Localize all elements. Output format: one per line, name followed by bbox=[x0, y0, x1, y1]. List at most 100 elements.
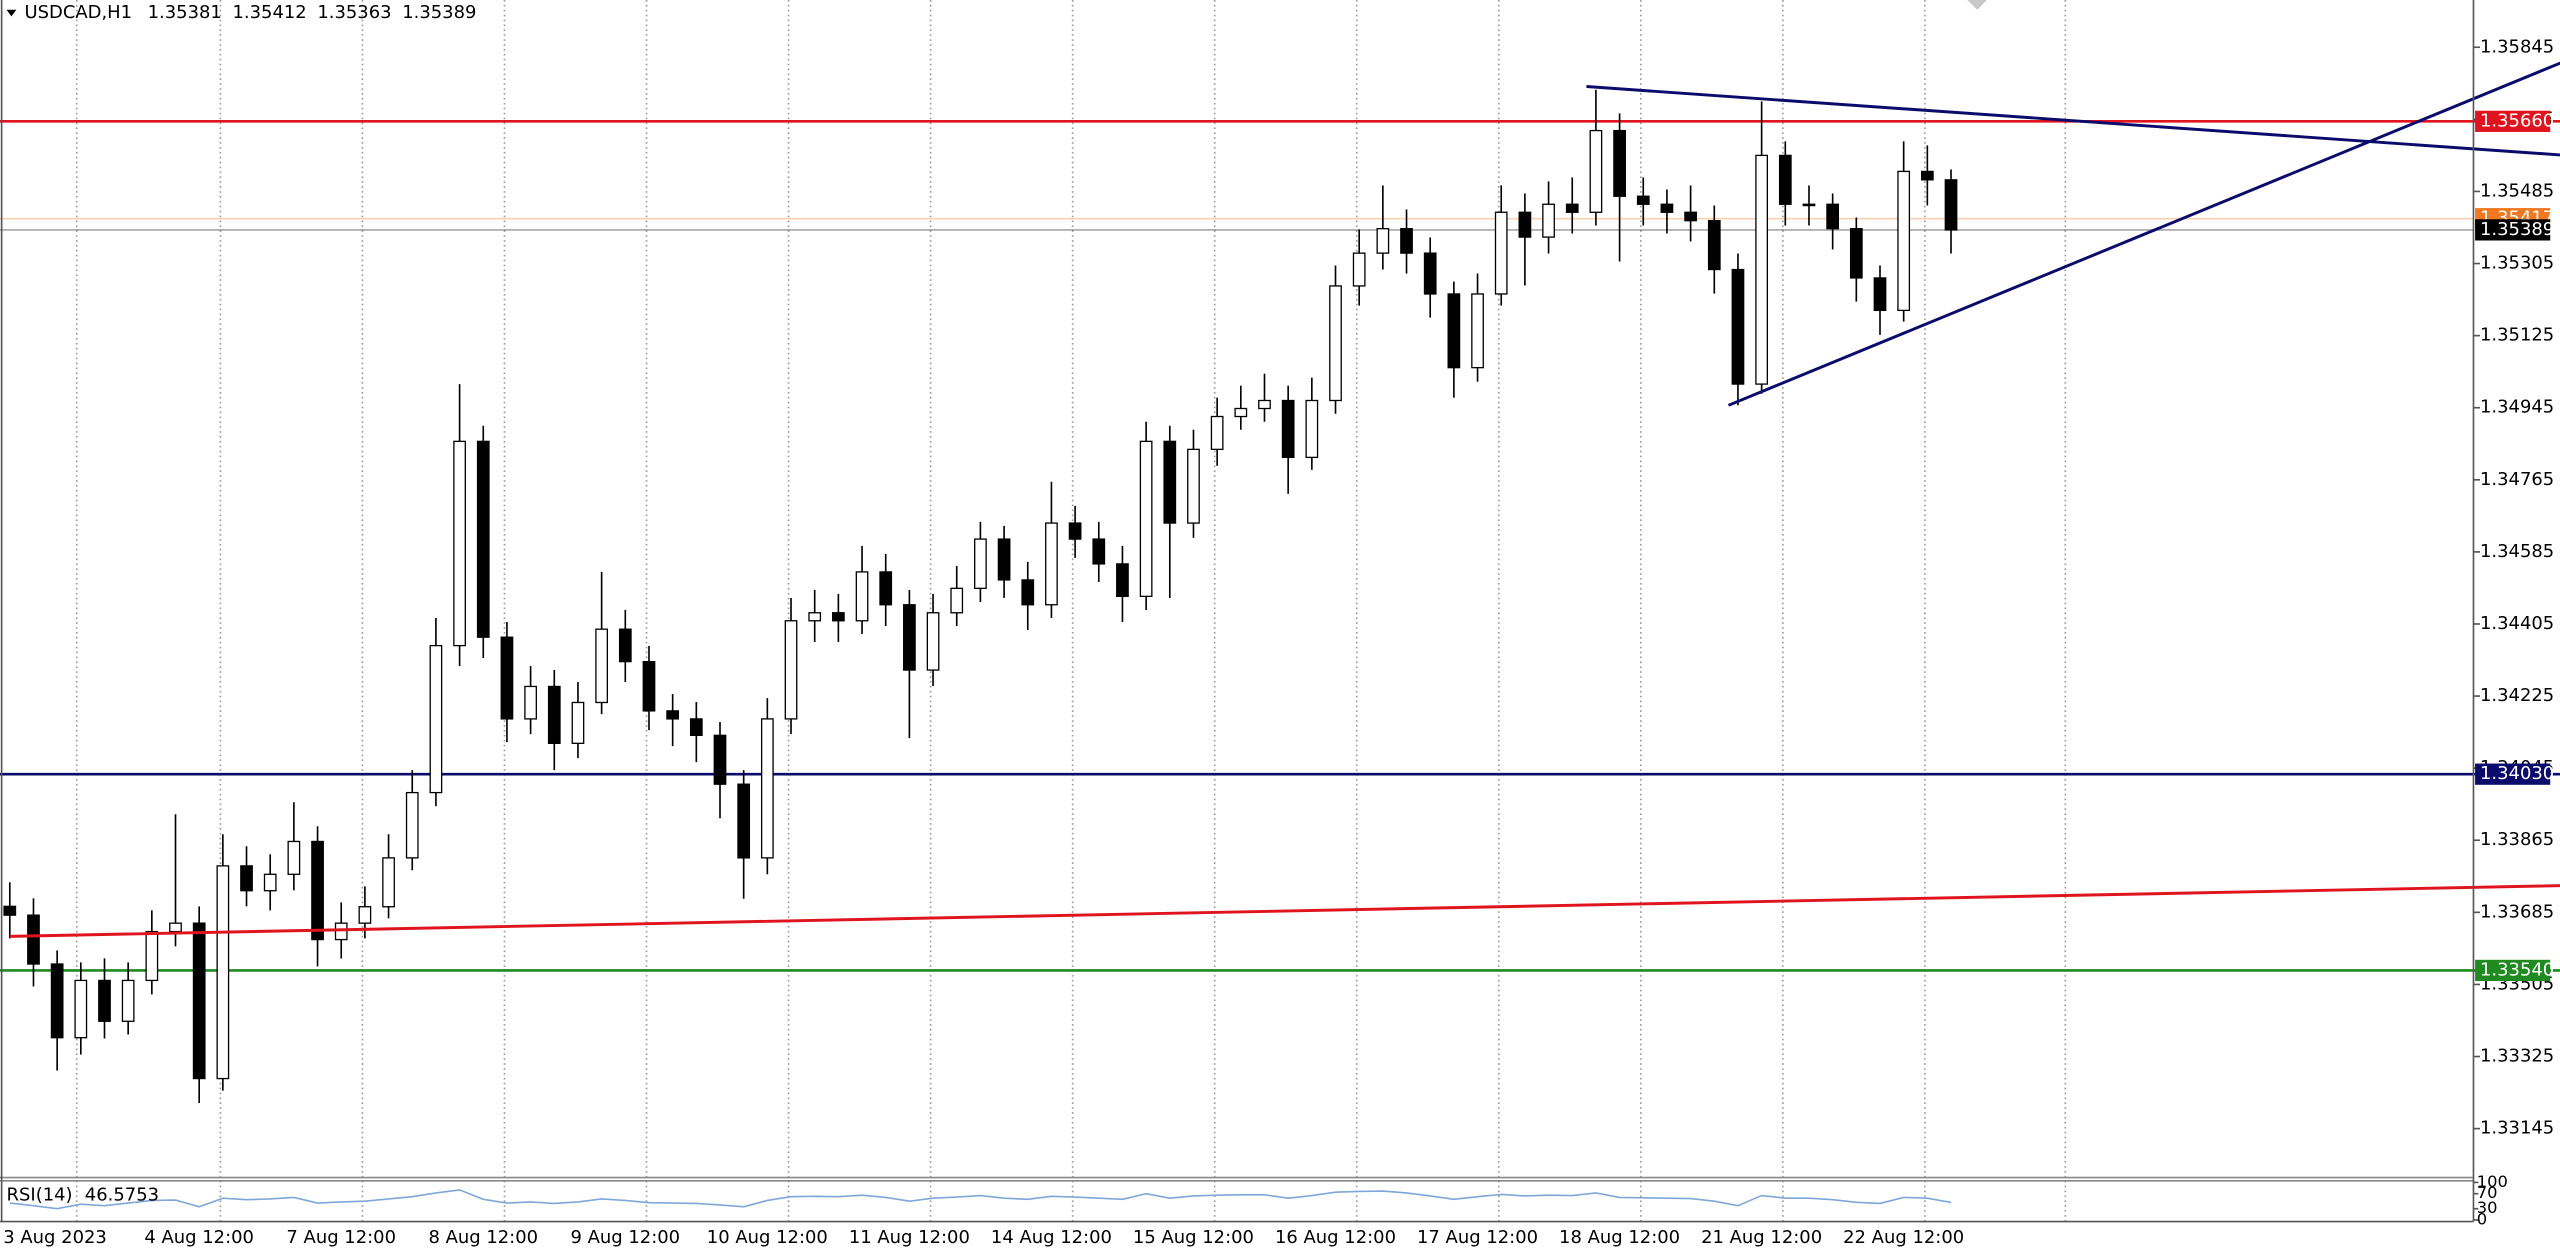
candle-body bbox=[1021, 579, 1035, 606]
ohlc-close: 1.35389 bbox=[402, 2, 476, 23]
candle-body bbox=[145, 930, 159, 982]
x-tick-label: 11 Aug 12:00 bbox=[849, 1227, 970, 1248]
candle-body bbox=[997, 538, 1011, 581]
candle-body bbox=[1447, 293, 1461, 369]
x-tick-label: 10 Aug 12:00 bbox=[707, 1227, 828, 1248]
candle-body bbox=[1234, 407, 1248, 418]
y-tick-label: 1.35845 bbox=[2480, 36, 2554, 57]
candle-body bbox=[192, 922, 206, 1080]
x-tick-label: 15 Aug 12:00 bbox=[1133, 1227, 1254, 1248]
candle-body bbox=[1802, 203, 1816, 207]
price-label-box bbox=[2475, 219, 2551, 241]
candle-body bbox=[950, 587, 964, 614]
candle-body bbox=[3, 905, 17, 916]
rsi-tick-label: 30 bbox=[2477, 1198, 2498, 1217]
ohlc-low: 1.35363 bbox=[317, 2, 391, 23]
y-tick-label: 1.35485 bbox=[2480, 180, 2554, 201]
candle-body bbox=[1542, 203, 1555, 238]
candle-body bbox=[1210, 415, 1224, 451]
rsi-tick-label: 0 bbox=[2477, 1209, 2487, 1228]
y-tick-label: 1.34765 bbox=[2480, 469, 2554, 490]
y-tick-label: 1.35125 bbox=[2480, 325, 2554, 346]
candle-body bbox=[1920, 170, 1934, 181]
candle-body bbox=[263, 873, 277, 892]
candle-body bbox=[98, 979, 111, 1022]
candle-body bbox=[500, 636, 514, 720]
level-label: 1.33540 bbox=[2480, 959, 2554, 980]
candle-body bbox=[1826, 203, 1840, 230]
rsi-line bbox=[9, 1189, 1952, 1210]
x-tick-label: 3 Aug 2023 bbox=[3, 1227, 107, 1248]
x-tick-label: 8 Aug 12:00 bbox=[428, 1227, 538, 1248]
x-tick-label: 18 Aug 12:00 bbox=[1559, 1227, 1680, 1248]
candle-body bbox=[240, 865, 253, 892]
y-tick-label: 1.34585 bbox=[2480, 541, 2554, 562]
candle-body bbox=[1494, 211, 1508, 295]
candle-body bbox=[1068, 522, 1082, 540]
ohlc-open: 1.35381 bbox=[148, 2, 222, 23]
y-tick-label: 1.33865 bbox=[2480, 829, 2554, 850]
candle-body bbox=[1329, 285, 1342, 402]
plot bbox=[0, 61, 2560, 1210]
candle-body bbox=[1305, 399, 1319, 459]
y-tick-label: 1.35305 bbox=[2480, 253, 2554, 274]
candle-body bbox=[1518, 211, 1532, 238]
candle-body bbox=[334, 922, 348, 941]
candle-body bbox=[1187, 448, 1200, 524]
level-label-box bbox=[2475, 110, 2551, 132]
trend-line bbox=[9, 884, 2560, 938]
candle-body bbox=[524, 685, 537, 720]
rsi-tick-label: 70 bbox=[2477, 1183, 2498, 1202]
candle-body bbox=[121, 979, 135, 1022]
level-label: 1.34030 bbox=[2480, 763, 2554, 784]
candle-body bbox=[50, 963, 64, 1039]
candle-body bbox=[1731, 268, 1745, 385]
rsi-value: 46.5753 bbox=[85, 1184, 159, 1205]
candle-body bbox=[216, 865, 230, 1080]
candle-body bbox=[1849, 228, 1863, 279]
candle-body bbox=[27, 914, 40, 965]
y-tick-label: 1.33145 bbox=[2480, 1118, 2554, 1139]
candle-body bbox=[1589, 129, 1603, 213]
y-tick-label: 1.33325 bbox=[2480, 1046, 2554, 1067]
level-label-box bbox=[2475, 959, 2551, 982]
candle-body bbox=[1660, 203, 1674, 213]
candle-body bbox=[1755, 154, 1768, 385]
candle-body bbox=[903, 604, 916, 671]
y-tick-label: 1.33685 bbox=[2480, 901, 2554, 922]
shift-marker bbox=[1967, 0, 1987, 10]
candle-body bbox=[1092, 538, 1106, 565]
candle-body bbox=[571, 701, 585, 744]
candle-body bbox=[855, 571, 869, 622]
candle-body bbox=[1400, 228, 1413, 254]
x-tick-label: 16 Aug 12:00 bbox=[1275, 1227, 1396, 1248]
candle-body bbox=[1636, 195, 1650, 205]
candle-body bbox=[453, 440, 466, 647]
candle-body bbox=[808, 612, 822, 622]
candle-body bbox=[642, 660, 656, 712]
rsi-header: RSI(14) 46.5753 bbox=[7, 1184, 160, 1205]
candle-body bbox=[737, 783, 751, 859]
candle-body bbox=[618, 628, 632, 663]
candle-body bbox=[1258, 399, 1271, 410]
candle-body bbox=[1944, 179, 1958, 231]
y-tick-label: 1.34225 bbox=[2480, 685, 2554, 706]
candle-body bbox=[429, 644, 443, 794]
candle-body bbox=[689, 718, 703, 736]
candle-body bbox=[287, 840, 301, 875]
rsi-tick-label: 100 bbox=[2477, 1172, 2508, 1191]
rsi-name: RSI(14) bbox=[7, 1184, 73, 1205]
menu-arrow[interactable] bbox=[6, 9, 17, 17]
candle-body bbox=[1139, 440, 1153, 598]
candle-body bbox=[666, 710, 680, 720]
candle-body bbox=[1281, 399, 1295, 459]
candle-body bbox=[1352, 252, 1366, 287]
candle-body bbox=[879, 571, 893, 606]
candle-body bbox=[1897, 170, 1911, 312]
axis: 3 Aug 2023 4 Aug 12:00 7 Aug 12:00 8 Aug 12… bbox=[3, 36, 2554, 1248]
x-tick-label: 7 Aug 12:00 bbox=[286, 1227, 396, 1248]
candle-body bbox=[547, 685, 561, 744]
